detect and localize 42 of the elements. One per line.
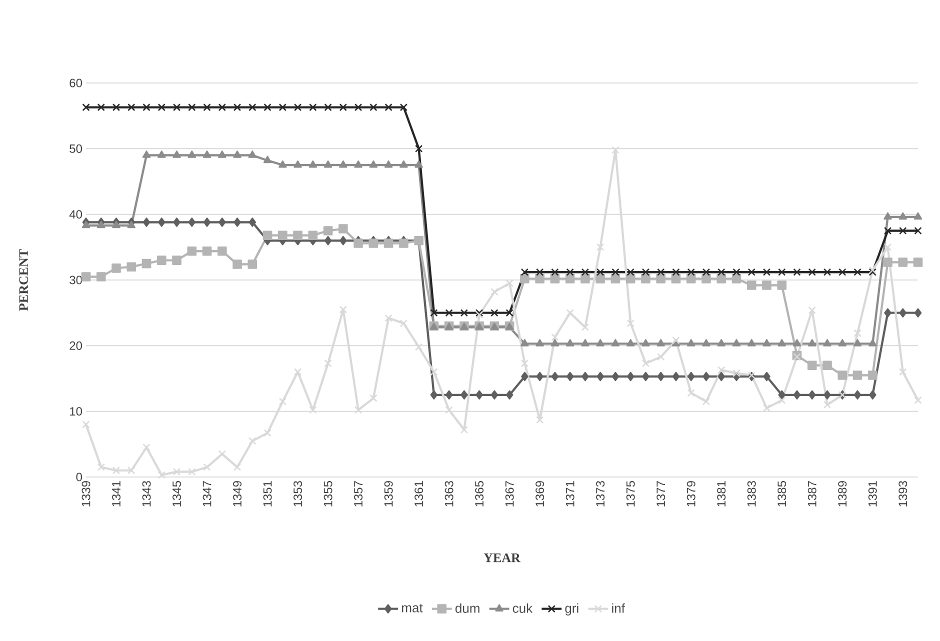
legend-label: mat [402,604,423,612]
x-tick-label: 1347 [202,481,212,506]
x-tick-label: 1365 [475,481,484,506]
x-tick-label: 1367 [505,481,514,506]
x-tick-label: 1389 [838,481,847,506]
x-tick-label: 1369 [536,481,544,506]
x-tick-label: 1381 [717,481,726,506]
x-tick-label: 1393 [898,481,908,506]
x-tick-label: 1385 [778,481,786,506]
x-tick-label: 1359 [384,481,393,506]
x-axis-title: YEAR [484,553,521,562]
x-tick-label: 1353 [294,481,302,506]
y-tick-label: 40 [69,210,82,219]
x-tick-label: 1345 [172,481,182,506]
legend-label: dum [455,603,480,613]
y-tick-label: 20 [70,341,82,350]
x-tick-label: 1355 [324,481,332,506]
x-tick-label: 1357 [354,481,363,506]
x-tick-label: 1391 [868,481,877,506]
y-tick-label: 60 [70,78,82,88]
legend-label: cuk [512,603,533,613]
x-tick-label: 1363 [444,481,454,506]
y-tick-label: 0 [76,472,82,482]
legend-label: gri [565,603,578,616]
x-tick-label: 1377 [656,481,666,506]
y-tick-label: 10 [70,407,82,416]
x-tick-label: 1341 [112,481,120,506]
x-tick-label: 1343 [142,481,151,506]
x-tick-label: 1339 [82,481,90,506]
y-axis-title: PERCENT [19,249,28,311]
x-tick-label: 1373 [596,481,605,506]
x-tick-label: 1351 [263,481,272,506]
x-tick-label: 1379 [686,481,696,506]
y-tick-label: 50 [70,144,82,153]
x-tick-label: 1383 [747,481,756,506]
x-tick-label: 1361 [414,481,424,506]
x-tick-label: 1349 [233,481,242,506]
x-tick-label: 1371 [566,481,574,506]
legend-label: inf [612,603,625,613]
x-tick-label: 1375 [626,481,635,506]
y-tick-label: 30 [70,276,82,284]
x-tick-label: 1387 [808,481,816,506]
